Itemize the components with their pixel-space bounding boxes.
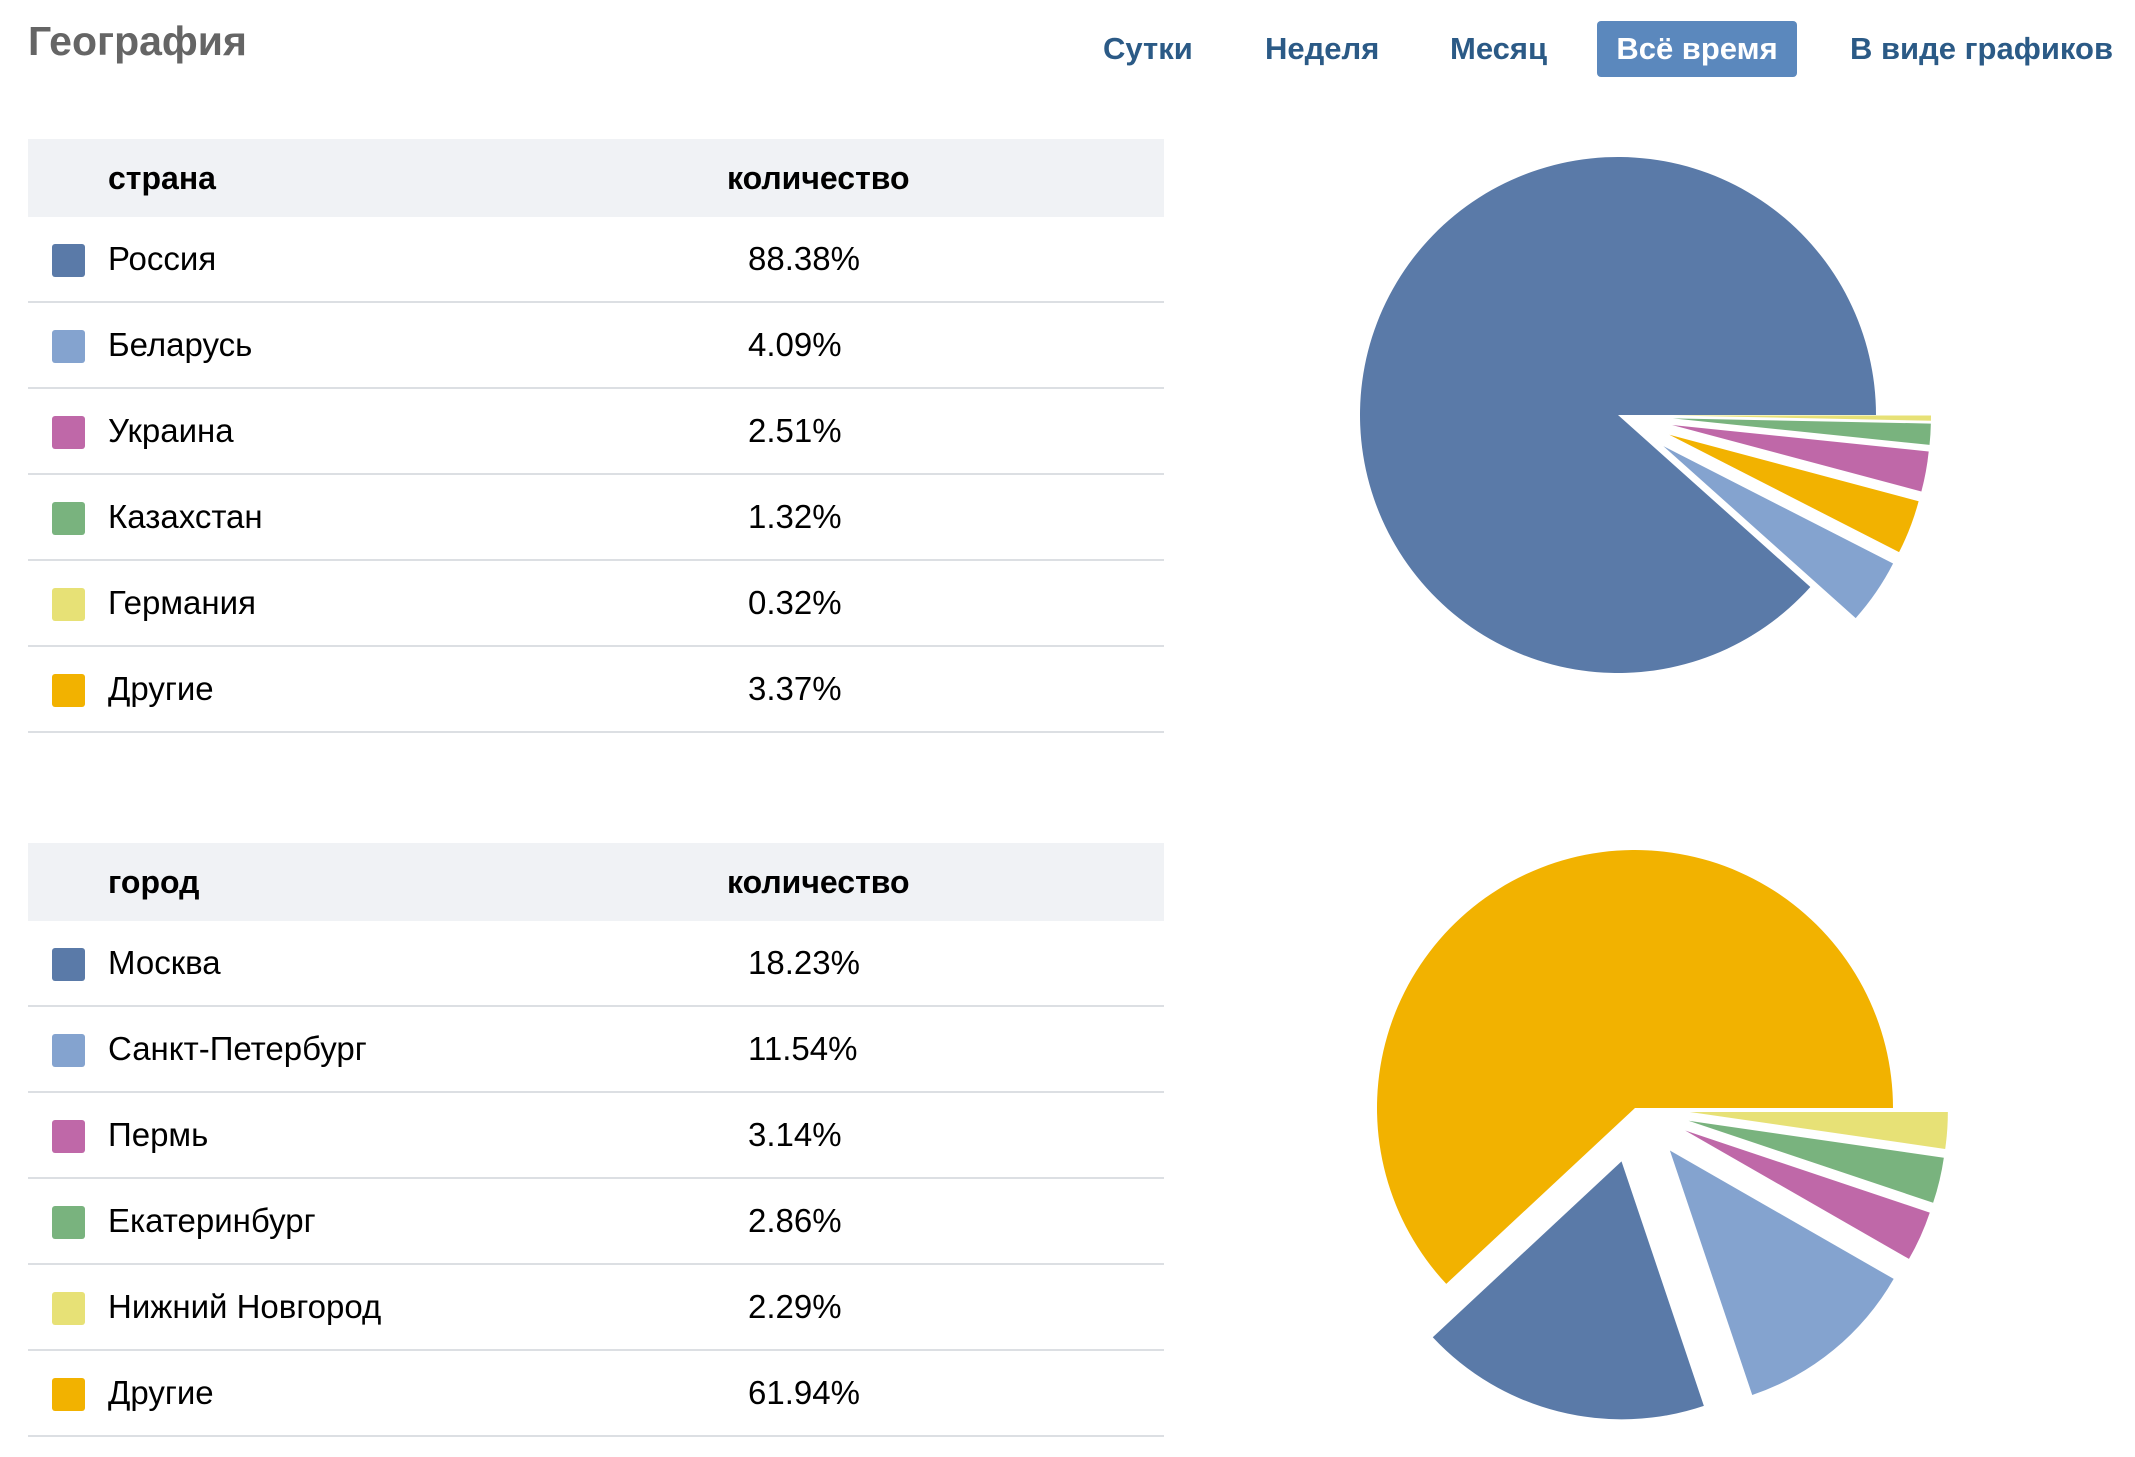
city-name: Екатеринбург (108, 1202, 316, 1239)
legend-swatch (52, 330, 85, 363)
legend-swatch (52, 948, 85, 981)
table-header: страна количество (28, 139, 1164, 217)
city-name: Другие (108, 1374, 214, 1411)
pie-slice-украина (1672, 424, 1929, 492)
city-share: 2.86% (748, 1202, 842, 1239)
table-row: Екатеринбург 2.86% (28, 1179, 1164, 1265)
tab-day[interactable]: Сутки (1103, 31, 1193, 66)
pie-slice-казахстан (1672, 418, 1931, 445)
page-title: География (28, 18, 247, 64)
country-share: 4.09% (748, 326, 842, 363)
legend-swatch (52, 502, 85, 535)
table-row: Санкт-Петербург 11.54% (28, 1007, 1164, 1093)
table-row: Беларусь 4.09% (28, 303, 1164, 389)
pie-slice-москва (1432, 1161, 1704, 1420)
city-share: 18.23% (748, 944, 860, 981)
country-name: Казахстан (108, 498, 263, 535)
table-row: Другие 61.94% (28, 1351, 1164, 1437)
legend-swatch (52, 1292, 85, 1325)
table-header: город количество (28, 843, 1164, 921)
city-table: город количество Москва 18.23% Санкт-Пет… (28, 843, 1164, 1437)
legend-swatch (52, 1120, 85, 1153)
country-name: Германия (108, 584, 256, 621)
table-row: Пермь 3.14% (28, 1093, 1164, 1179)
pie-slice-германия (1672, 415, 1931, 421)
period-tabs: Сутки Неделя Месяц Всё время В виде граф… (0, 21, 2135, 77)
legend-swatch (52, 1206, 85, 1239)
pie-slice-пермь (1685, 1130, 1930, 1259)
legend-swatch (52, 674, 85, 707)
city-pie-chart (1377, 850, 1948, 1420)
country-share: 2.51% (748, 412, 842, 449)
pie-slice-екатеринбург (1688, 1120, 1944, 1203)
pie-slice-россия (1360, 157, 1876, 673)
legend-swatch (52, 588, 85, 621)
city-name: Москва (108, 944, 221, 981)
legend-swatch (52, 1378, 85, 1411)
tab-week[interactable]: Неделя (1265, 31, 1380, 66)
pie-slice-другие (1669, 434, 1919, 553)
pie-slice-санкт-петербург (1669, 1150, 1894, 1396)
city-share: 3.14% (748, 1116, 842, 1153)
legend-swatch (52, 1034, 85, 1067)
country-share: 0.32% (748, 584, 842, 621)
table-row: Другие 3.37% (28, 647, 1164, 733)
country-name: Россия (108, 240, 217, 277)
table-row: Украина 2.51% (28, 389, 1164, 475)
table-row: Россия 88.38% (28, 217, 1164, 303)
tab-all-time[interactable]: Всё время (1597, 21, 1797, 77)
pie-slice-другие (1377, 850, 1893, 1284)
pie-slice-беларусь (1663, 446, 1894, 619)
city-name: Нижний Новгород (108, 1288, 382, 1325)
table-row: Нижний Новгород 2.29% (28, 1265, 1164, 1351)
table-row: Казахстан 1.32% (28, 475, 1164, 561)
country-name: Беларусь (108, 326, 253, 363)
country-name: Украина (108, 412, 234, 449)
country-name: Другие (108, 670, 214, 707)
table-row: Москва 18.23% (28, 921, 1164, 1007)
country-share: 1.32% (748, 498, 842, 535)
tab-month[interactable]: Месяц (1450, 31, 1548, 66)
column-header-country: страна (108, 160, 216, 196)
city-share: 61.94% (748, 1374, 860, 1411)
table-row: Германия 0.32% (28, 561, 1164, 647)
country-pie-chart (1360, 157, 1931, 673)
country-table: страна количество Россия 88.38% Беларусь… (28, 139, 1164, 733)
legend-swatch (52, 416, 85, 449)
city-share: 11.54% (748, 1030, 858, 1067)
country-share: 3.37% (748, 670, 842, 707)
legend-swatch (52, 244, 85, 277)
pie-slice-нижний-новгород (1689, 1111, 1948, 1149)
city-name: Санкт-Петербург (108, 1030, 367, 1067)
tab-as-charts[interactable]: В виде графиков (1850, 31, 2114, 66)
city-name: Пермь (108, 1116, 209, 1153)
column-header-city: город (108, 864, 200, 900)
city-share: 2.29% (748, 1288, 842, 1325)
country-share: 88.38% (748, 240, 860, 277)
column-header-count: количество (727, 160, 910, 196)
column-header-count: количество (727, 864, 910, 900)
